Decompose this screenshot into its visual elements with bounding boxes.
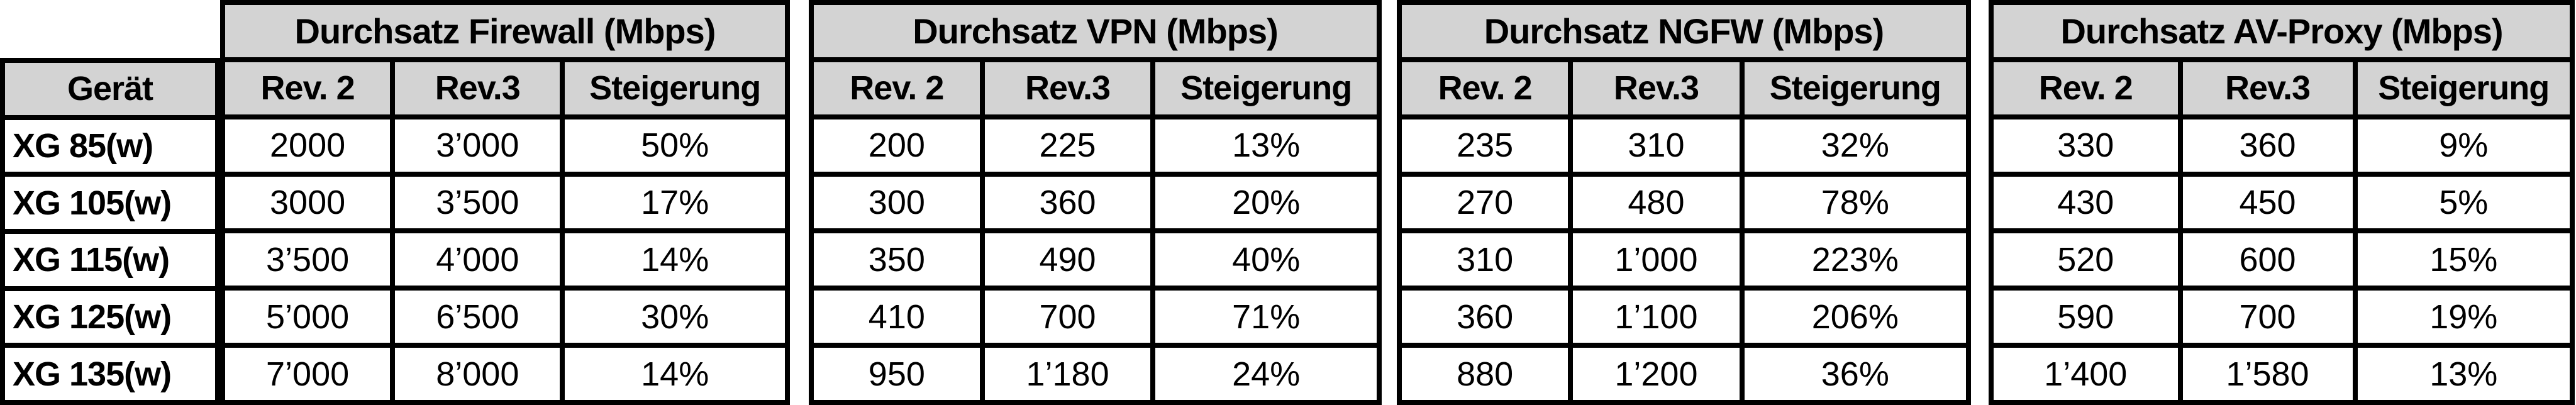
table-cell: 1’100 — [1573, 291, 1740, 343]
table-cell: 8’000 — [395, 348, 560, 400]
table-cell: 19% — [2357, 291, 2570, 343]
table-cell: 3’500 — [395, 176, 560, 229]
col-header-rev3: Rev.3 — [395, 62, 560, 114]
device-column-header: Gerät — [5, 63, 215, 115]
table-cell: 2000 — [225, 119, 391, 172]
col-header-rev2: Rev. 2 — [1994, 62, 2178, 114]
table-cell: 9% — [2357, 119, 2570, 172]
col-header-steigerung: Steigerung — [2357, 62, 2570, 114]
table-cell: 360 — [1402, 291, 1568, 343]
table-cell: 480 — [1573, 176, 1740, 229]
table-cell: 13% — [2357, 348, 2570, 400]
table-cell: 14% — [565, 348, 785, 400]
table-cell: 700 — [2182, 291, 2353, 343]
col-header-rev3: Rev.3 — [984, 62, 1151, 114]
table-cell: 3000 — [225, 176, 391, 229]
durchsatz-vpn-table: Durchsatz VPN (Mbps) Rev. 2 Rev.3 Steige… — [809, 0, 1382, 405]
table-cell: 225 — [984, 119, 1151, 172]
col-header-rev3: Rev.3 — [1573, 62, 1740, 114]
table-cell: 270 — [1402, 176, 1568, 229]
table-cell: 3’500 — [225, 233, 391, 286]
table-cell: 71% — [1155, 291, 1377, 343]
col-header-rev2: Rev. 2 — [225, 62, 391, 114]
table-cell: 1’200 — [1573, 348, 1740, 400]
table-cell: 200 — [814, 119, 980, 172]
table-cell: 430 — [1994, 176, 2178, 229]
table-cell: 20% — [1155, 176, 1377, 229]
table-cell: 410 — [814, 291, 980, 343]
table-cell: 40% — [1155, 233, 1377, 286]
table-cell: 36% — [1744, 348, 1966, 400]
device-name-xg115: XG 115(w) — [5, 233, 215, 286]
table-cell: 206% — [1744, 291, 1966, 343]
table-cell: 1’580 — [2182, 348, 2353, 400]
table-cell: 30% — [565, 291, 785, 343]
table-cell: 330 — [1994, 119, 2178, 172]
table-cell: 490 — [984, 233, 1151, 286]
col-header-rev2: Rev. 2 — [1402, 62, 1568, 114]
table-cell: 700 — [984, 291, 1151, 343]
table-cell: 17% — [565, 176, 785, 229]
table-cell: 300 — [814, 176, 980, 229]
table-cell: 3’000 — [395, 119, 560, 172]
table-cell: 15% — [2357, 233, 2570, 286]
table-cell: 600 — [2182, 233, 2353, 286]
table-cell: 32% — [1744, 119, 1966, 172]
col-header-rev2: Rev. 2 — [814, 62, 980, 114]
table-cell: 235 — [1402, 119, 1568, 172]
table-cell: 4’000 — [395, 233, 560, 286]
table-cell: 1’000 — [1573, 233, 1740, 286]
table-cell: 223% — [1744, 233, 1966, 286]
durchsatz-ngfw-table: Durchsatz NGFW (Mbps) Rev. 2 Rev.3 Steig… — [1397, 0, 1971, 405]
group-title-av-proxy: Durchsatz AV-Proxy (Mbps) — [1994, 5, 2570, 57]
table-cell: 7’000 — [225, 348, 391, 400]
table-cell: 13% — [1155, 119, 1377, 172]
col-header-steigerung: Steigerung — [1744, 62, 1966, 114]
device-name-xg125: XG 125(w) — [5, 291, 215, 343]
table-cell: 6’500 — [395, 291, 560, 343]
table-cell: 5% — [2357, 176, 2570, 229]
table-cell: 50% — [565, 119, 785, 172]
table-cell: 5’000 — [225, 291, 391, 343]
group-title-vpn: Durchsatz VPN (Mbps) — [814, 5, 1377, 57]
table-cell: 880 — [1402, 348, 1568, 400]
table-cell: 14% — [565, 233, 785, 286]
table-cell: 950 — [814, 348, 980, 400]
col-header-steigerung: Steigerung — [565, 62, 785, 114]
table-cell: 310 — [1402, 233, 1568, 286]
durchsatz-av-proxy-table: Durchsatz AV-Proxy (Mbps) Rev. 2 Rev.3 S… — [1989, 0, 2575, 405]
device-name-xg85: XG 85(w) — [5, 119, 215, 172]
table-cell: 360 — [2182, 119, 2353, 172]
table-cell: 310 — [1573, 119, 1740, 172]
table-cell: 360 — [984, 176, 1151, 229]
device-column-table: Gerät XG 85(w) XG 105(w) XG 115(w) XG 12… — [0, 58, 220, 405]
device-name-xg105: XG 105(w) — [5, 177, 215, 229]
table-cell: 1’180 — [984, 348, 1151, 400]
device-name-xg135: XG 135(w) — [5, 348, 215, 400]
col-header-rev3: Rev.3 — [2182, 62, 2353, 114]
table-cell: 1’400 — [1994, 348, 2178, 400]
col-header-steigerung: Steigerung — [1155, 62, 1377, 114]
table-cell: 590 — [1994, 291, 2178, 343]
group-title-firewall: Durchsatz Firewall (Mbps) — [225, 5, 785, 57]
table-cell: 24% — [1155, 348, 1377, 400]
table-cell: 78% — [1744, 176, 1966, 229]
group-title-ngfw: Durchsatz NGFW (Mbps) — [1402, 5, 1966, 57]
durchsatz-firewall-table: Durchsatz Firewall (Mbps) Rev. 2 Rev.3 S… — [220, 0, 790, 405]
table-cell: 520 — [1994, 233, 2178, 286]
table-cell: 450 — [2182, 176, 2353, 229]
table-cell: 350 — [814, 233, 980, 286]
